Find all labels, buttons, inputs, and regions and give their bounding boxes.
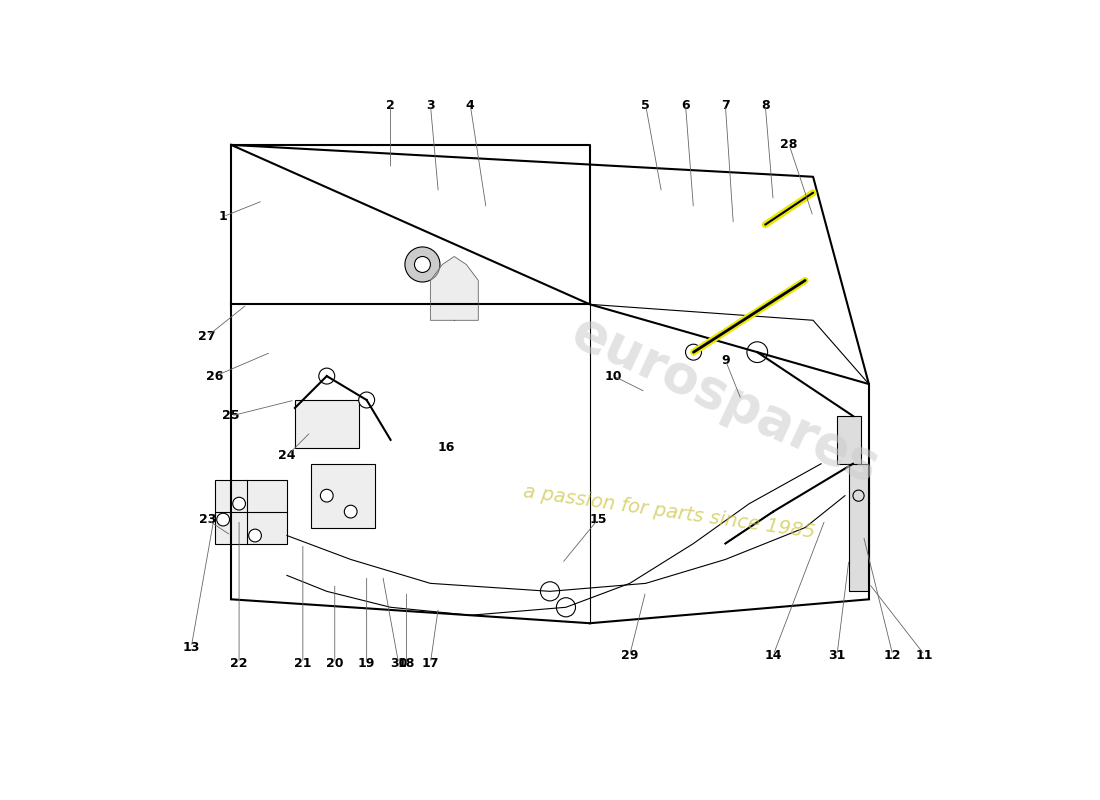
Text: 29: 29: [621, 649, 638, 662]
Text: 26: 26: [207, 370, 224, 382]
Text: 11: 11: [916, 649, 934, 662]
Text: 21: 21: [294, 657, 311, 670]
Polygon shape: [849, 464, 869, 591]
Polygon shape: [311, 464, 375, 527]
Circle shape: [344, 506, 358, 518]
Text: 3: 3: [426, 98, 434, 111]
Text: 31: 31: [828, 649, 846, 662]
Polygon shape: [295, 400, 359, 448]
Circle shape: [405, 247, 440, 282]
Text: 14: 14: [764, 649, 782, 662]
Polygon shape: [837, 416, 861, 464]
Text: 10: 10: [605, 370, 623, 382]
Circle shape: [233, 498, 245, 510]
Text: eurospares: eurospares: [563, 306, 888, 494]
Text: 16: 16: [438, 442, 455, 454]
Text: 1: 1: [219, 210, 228, 223]
Circle shape: [217, 514, 230, 526]
Text: 8: 8: [761, 98, 770, 111]
Text: 24: 24: [278, 450, 296, 462]
Text: 15: 15: [590, 513, 606, 526]
Circle shape: [319, 368, 334, 384]
Text: 25: 25: [222, 410, 240, 422]
Text: 7: 7: [720, 98, 729, 111]
Text: 5: 5: [641, 98, 650, 111]
Text: 9: 9: [722, 354, 729, 366]
Polygon shape: [216, 480, 287, 543]
Text: 28: 28: [781, 138, 798, 151]
Text: 27: 27: [198, 330, 216, 342]
Text: 19: 19: [358, 657, 375, 670]
Text: 23: 23: [198, 513, 216, 526]
Circle shape: [747, 342, 768, 362]
Text: 17: 17: [421, 657, 439, 670]
Circle shape: [320, 490, 333, 502]
Text: a passion for parts since 1985: a passion for parts since 1985: [522, 482, 816, 542]
Text: 6: 6: [681, 98, 690, 111]
Text: 13: 13: [183, 641, 200, 654]
Text: 20: 20: [326, 657, 343, 670]
Text: 18: 18: [398, 657, 415, 670]
Circle shape: [359, 392, 375, 408]
Text: 30: 30: [389, 657, 407, 670]
Polygon shape: [430, 257, 478, 320]
Text: 22: 22: [230, 657, 248, 670]
Circle shape: [249, 529, 262, 542]
Circle shape: [685, 344, 702, 360]
Text: 12: 12: [884, 649, 902, 662]
Text: 2: 2: [386, 98, 395, 111]
Circle shape: [415, 257, 430, 273]
Text: 4: 4: [466, 98, 475, 111]
